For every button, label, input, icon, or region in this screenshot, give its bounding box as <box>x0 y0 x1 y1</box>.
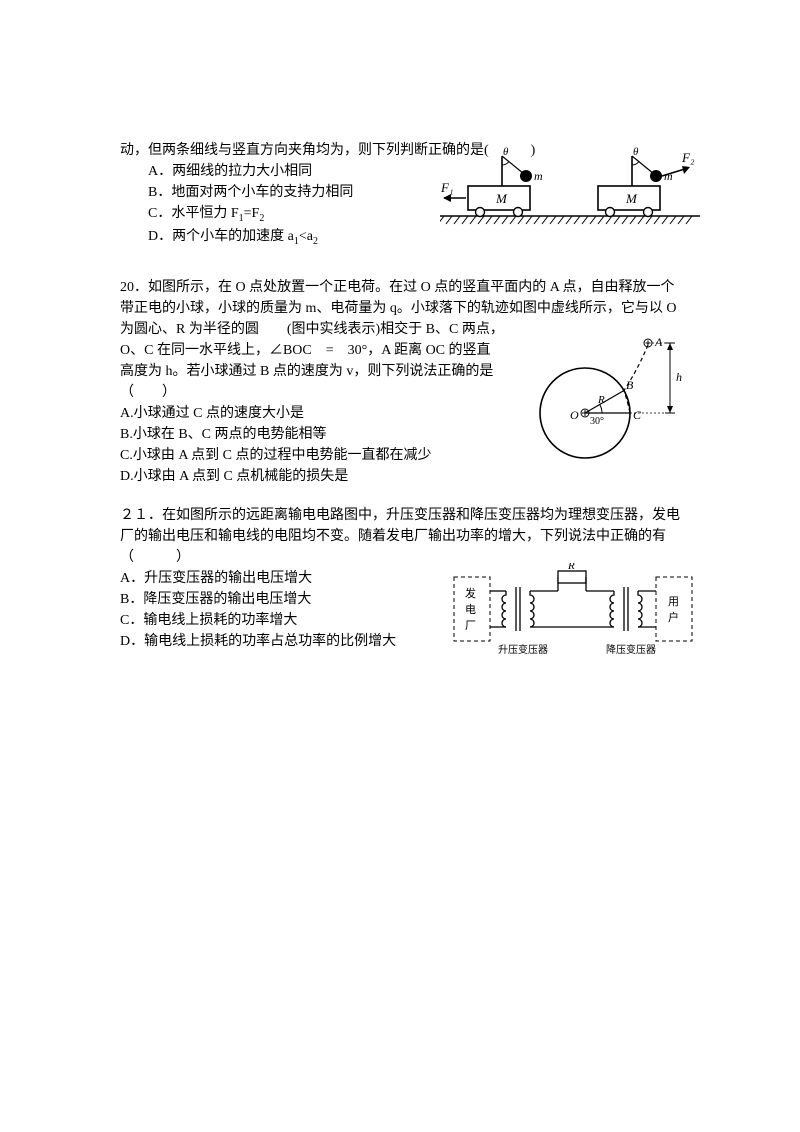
q20-O: O <box>570 408 579 422</box>
q19-figure: M m θ F₁ <box>440 146 700 232</box>
q21-right-2: 户 <box>668 610 679 624</box>
q19-F2: F₂ <box>681 150 695 165</box>
q19-m1: m <box>534 169 543 183</box>
q20-C: C <box>633 408 642 422</box>
q19-c-sub2: 2 <box>259 213 264 224</box>
q19-M2: M <box>625 191 638 206</box>
q19-m2: m <box>664 169 673 183</box>
q19-theta2: θ <box>633 146 639 158</box>
question-21: ２１．在如图所示的远距离输电电路图中，升压变压器和降压变压器均为理想变压器，发电… <box>120 505 680 652</box>
q21-stem: ２１．在如图所示的远距离输电电路图中，升压变压器和降压变压器均为理想变压器，发电… <box>120 505 680 568</box>
q19-d-mid: <a <box>299 229 313 244</box>
q20-stem1-text: 如图所示，在 O 点处放置一个正电荷。在过 O 点的竖直平面内的 A 点，自由释… <box>120 280 677 337</box>
q19-d-sub2: 2 <box>313 236 318 247</box>
q20-R: R <box>597 394 605 406</box>
q20-opt-d: D.小球由 A 点到 C 点机械能的损失是 <box>120 466 680 487</box>
q20-angle: 30° <box>590 416 604 427</box>
q20-h: h <box>676 370 682 384</box>
q19-d-pre: D．两个小车的加速度 a <box>148 229 294 244</box>
q21-figure: 发 电 厂 升压变压器 <box>450 563 700 663</box>
q21-left-1: 发 <box>465 586 476 600</box>
q21-R: R <box>567 563 575 572</box>
q21-left-3: 厂 <box>465 620 476 632</box>
question-19: 动，但两条细线与竖直方向夹角均为，则下列判断正确的是( ) A．两细线的拉力大小… <box>120 140 680 249</box>
transmission-diagram-icon: 发 电 厂 升压变压器 <box>450 563 700 663</box>
q19-c-pre: C．水平恒力 F <box>148 206 239 221</box>
charge-circle-diagram-icon: O C B R 30° A h <box>530 333 700 463</box>
q19-F1: F₁ <box>440 180 453 195</box>
carts-diagram-icon: M m θ F₁ <box>440 146 700 232</box>
q21-number: ２１． <box>120 508 162 523</box>
q21-down-label: 降压变压器 <box>606 643 656 656</box>
q20-number: 20． <box>120 280 148 295</box>
q21-left-2: 电 <box>465 603 476 616</box>
q20-A: A <box>654 335 663 349</box>
q19-theta1: θ <box>503 146 509 158</box>
q19-c-mid: =F <box>244 206 260 221</box>
q21-stem-text: 在如图所示的远距离输电电路图中，升压变压器和降压变压器均为理想变压器，发电厂的输… <box>120 508 680 565</box>
q20-stem-1: 20．如图所示，在 O 点处放置一个正电荷。在过 O 点的竖直平面内的 A 点，… <box>120 277 680 340</box>
question-20: 20．如图所示，在 O 点处放置一个正电荷。在过 O 点的竖直平面内的 A 点，… <box>120 277 680 487</box>
q21-up-label: 升压变压器 <box>498 643 548 656</box>
q20-figure: O C B R 30° A h <box>530 333 700 463</box>
q19-M1: M <box>495 191 508 206</box>
q21-right-1: 用 <box>668 596 679 608</box>
